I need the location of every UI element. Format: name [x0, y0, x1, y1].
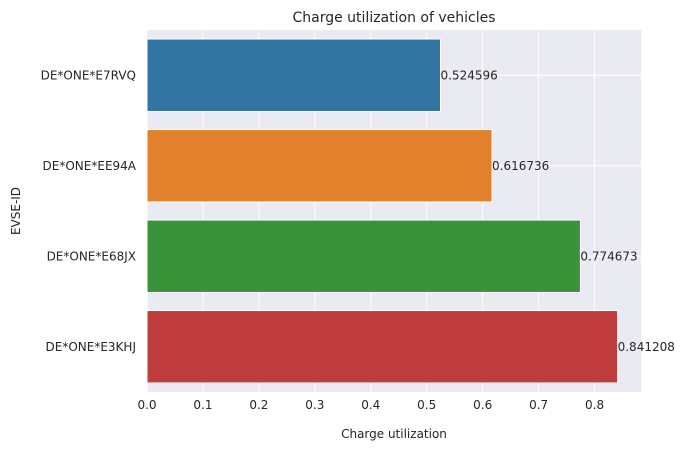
x-tick-label: 0.6 — [473, 398, 492, 412]
data-label: 0.616736 — [492, 159, 549, 173]
bar — [146, 129, 493, 203]
data-label: 0.774673 — [580, 249, 637, 263]
bar — [146, 38, 441, 112]
x-tick-label: 0.5 — [417, 398, 436, 412]
y-axis-label: EVSE-ID — [9, 187, 23, 235]
x-tick-label: 0.2 — [249, 398, 268, 412]
y-tick-label: DE*ONE*E7RVQ — [41, 68, 136, 82]
y-tick-labels: DE*ONE*E7RVQ DE*ONE*EE94A DE*ONE*E68JX DE*O… — [41, 68, 137, 354]
x-tick-label: 0.8 — [585, 398, 604, 412]
data-label: 0.524596 — [440, 68, 497, 82]
y-tick-label: DE*ONE*E68JX — [47, 249, 136, 263]
x-tick-label: 0.7 — [529, 398, 548, 412]
bars — [146, 38, 619, 384]
data-labels: 0.524596 0.616736 0.774673 0.841208 — [440, 68, 674, 354]
x-tick-label: 0.0 — [137, 398, 156, 412]
data-label: 0.841208 — [618, 340, 675, 354]
x-axis-label: Charge utilization — [341, 427, 447, 441]
x-tick-label: 0.3 — [305, 398, 324, 412]
x-tick-labels: 0.0 0.1 0.2 0.3 0.4 0.5 0.6 0.7 0.8 — [137, 398, 604, 412]
chart-title: Charge utilization of vehicles — [292, 10, 495, 26]
bar — [146, 219, 581, 293]
bar — [146, 310, 619, 384]
x-tick-label: 0.1 — [193, 398, 212, 412]
x-tick-label: 0.4 — [361, 398, 380, 412]
y-tick-label: DE*ONE*EE94A — [43, 159, 137, 173]
y-tick-label: DE*ONE*E3KHJ — [46, 340, 136, 354]
